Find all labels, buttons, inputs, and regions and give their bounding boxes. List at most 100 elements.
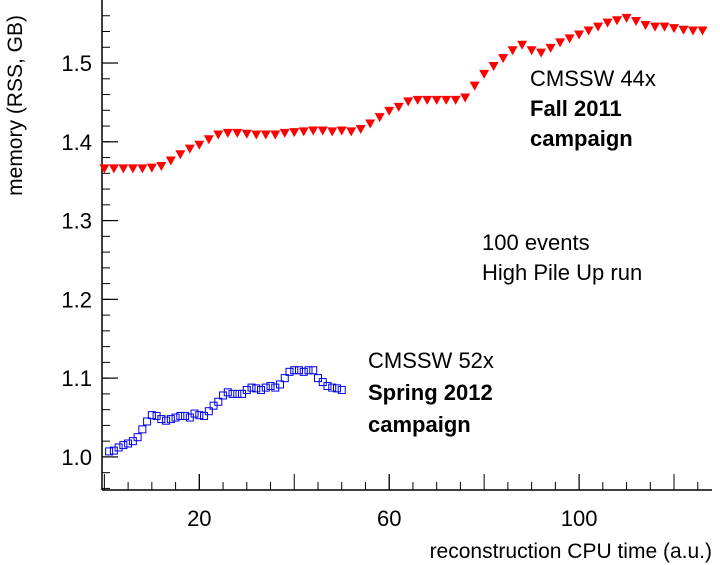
point [355,124,366,134]
point [257,385,266,394]
point [260,130,271,140]
point [309,366,318,375]
point [157,415,166,424]
x-axis-title: reconstruction CPU time (a.u.) [430,540,712,563]
point [412,95,423,105]
point [195,411,204,420]
annotation: CMSSW 44x [530,66,656,91]
annotation: Fall 2011 [530,96,622,121]
point [114,443,123,452]
annotation: 100 events [482,230,590,255]
point [336,126,347,136]
point [124,439,133,448]
point [583,26,594,36]
point [403,97,414,107]
point [332,384,341,393]
point [298,127,309,137]
point [108,164,119,174]
y-tick-label: 1.1 [61,366,92,391]
point [232,128,243,138]
point [488,61,499,71]
point [290,366,299,375]
point [266,382,275,391]
point [147,411,156,420]
point [200,411,209,420]
point [422,95,433,105]
point [203,135,214,145]
point [526,46,537,56]
point [593,22,604,32]
point [184,144,195,154]
point [166,415,175,424]
point [460,93,471,103]
point [317,126,328,136]
point [241,129,252,139]
point [479,69,490,79]
point [431,95,442,105]
point [146,163,157,173]
y-axis-title: memory (RSS, GB) [4,15,27,196]
point [127,164,138,174]
point [688,26,699,36]
x-tick-label: 20 [187,506,211,531]
point [650,22,661,32]
y-tick-label: 1.0 [61,445,92,470]
point [162,416,171,425]
point [374,113,385,123]
point [270,130,281,140]
point [337,385,346,394]
point [659,22,670,32]
point [252,384,261,393]
point [105,447,114,456]
point [242,385,251,394]
point [138,425,147,434]
point [365,119,376,129]
y-tick-label: 1.3 [61,209,92,234]
point [469,81,480,91]
point [119,441,128,450]
point [631,17,642,27]
point [555,38,566,48]
point [517,40,528,50]
annotation: CMSSW 52x [368,348,494,373]
point [621,13,632,23]
point [295,366,304,375]
point [261,383,270,392]
point [137,164,148,174]
point [133,433,142,442]
point [327,127,338,137]
point [308,126,319,136]
point [393,102,404,112]
point [328,383,337,392]
point [222,128,233,138]
point [176,411,185,420]
point [669,24,680,34]
point [279,128,290,138]
y-tick-label: 1.4 [61,130,92,155]
x-tick-label: 100 [561,506,598,531]
point [545,43,556,53]
y-tick-label: 1.2 [61,287,92,312]
point [247,383,256,392]
point [190,409,199,418]
point [143,417,152,426]
point [304,366,313,375]
point [276,380,285,389]
point [640,20,651,30]
x-tick-label: 60 [377,506,401,531]
point [323,382,332,391]
annotation: Spring 2012 [368,380,493,405]
point [251,130,262,140]
annotation: campaign [530,126,633,151]
point [450,95,461,105]
point [299,367,308,376]
point [697,26,708,36]
point [536,48,547,58]
point [194,140,205,150]
point [175,150,186,160]
point [574,30,585,40]
point [612,16,623,26]
point [181,411,190,420]
point [289,128,300,138]
point [564,34,575,44]
